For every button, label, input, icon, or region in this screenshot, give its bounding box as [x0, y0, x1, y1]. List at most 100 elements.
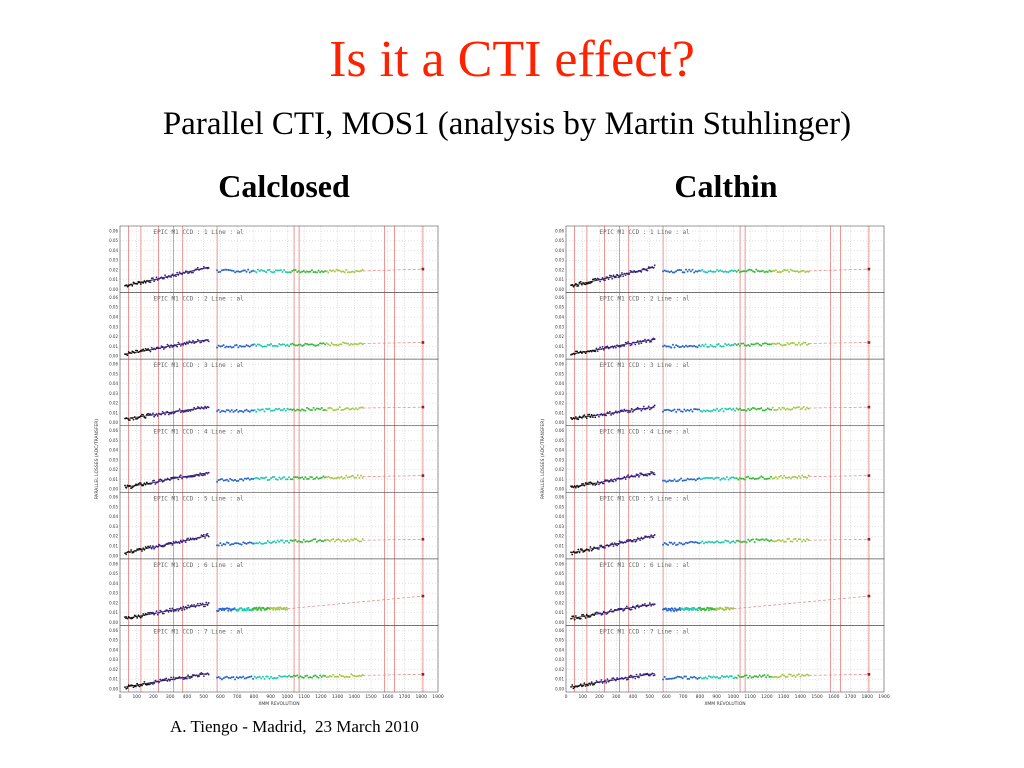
data-point — [624, 274, 627, 276]
data-point — [155, 276, 158, 279]
data-point — [704, 676, 707, 679]
data-point — [755, 675, 758, 678]
data-point — [687, 607, 690, 610]
data-point — [154, 679, 157, 682]
data-point — [315, 540, 318, 543]
data-point — [578, 684, 581, 687]
data-point — [204, 605, 206, 608]
data-point — [276, 676, 279, 679]
data-point — [748, 268, 751, 271]
data-point — [250, 344, 253, 347]
data-point — [137, 614, 140, 617]
data-point — [273, 344, 276, 347]
data-point — [634, 677, 637, 680]
data-point — [734, 409, 737, 412]
data-point — [730, 269, 733, 272]
data-point — [678, 606, 681, 609]
data-point — [327, 407, 330, 410]
data-point — [325, 476, 328, 479]
data-point — [217, 544, 220, 547]
data-point — [638, 537, 640, 540]
data-point — [273, 271, 276, 274]
data-point — [761, 409, 764, 412]
data-point — [581, 417, 583, 419]
data-point — [205, 601, 208, 604]
end-marker — [867, 341, 871, 344]
data-point — [725, 539, 728, 542]
data-point — [278, 540, 281, 543]
data-point — [266, 269, 269, 272]
data-point — [696, 408, 699, 411]
data-point — [653, 264, 656, 267]
data-point — [338, 269, 341, 272]
data-point — [702, 270, 705, 273]
data-point — [742, 675, 745, 678]
data-point — [574, 282, 577, 285]
data-point — [666, 345, 669, 348]
panel-ccd-1: 0.000.010.020.030.040.050.06 EPIC M1 CCD … — [109, 225, 439, 293]
data-point — [797, 538, 800, 541]
x-tick-label: 1000 — [728, 694, 740, 700]
panel-ccd-2: 0.000.010.020.030.040.050.06 EPIC M1 CCD … — [555, 292, 885, 360]
data-point — [642, 537, 645, 540]
data-point — [168, 607, 171, 610]
data-point — [330, 342, 333, 345]
data-point — [717, 541, 720, 544]
data-point — [804, 540, 807, 543]
data-point — [796, 539, 799, 542]
data-point — [740, 477, 743, 480]
data-point — [351, 343, 354, 346]
data-point — [720, 407, 723, 410]
data-point — [274, 478, 277, 481]
data-point — [745, 674, 748, 677]
data-point — [301, 541, 304, 544]
data-point — [206, 604, 209, 606]
data-point — [153, 479, 156, 482]
data-point — [161, 410, 164, 413]
data-point — [750, 407, 753, 410]
data-point — [320, 476, 323, 479]
data-point — [763, 539, 766, 542]
data-point — [243, 269, 246, 272]
data-point — [702, 477, 705, 480]
data-point — [193, 406, 196, 409]
data-point — [747, 676, 750, 679]
data-point — [740, 342, 743, 345]
data-point — [312, 675, 315, 678]
data-point — [279, 477, 282, 480]
x-tick-label: 1400 — [795, 694, 807, 700]
data-point — [605, 681, 608, 684]
y-tick-label: 0.06 — [109, 362, 118, 367]
data-point — [237, 410, 240, 413]
data-point — [678, 346, 681, 349]
data-point — [266, 675, 269, 678]
data-point — [770, 475, 773, 478]
data-point — [743, 270, 746, 273]
data-point — [310, 476, 313, 479]
y-tick-label: 0.02 — [109, 534, 118, 539]
data-point — [297, 540, 300, 543]
data-point — [689, 344, 692, 347]
data-point — [720, 345, 723, 348]
data-point — [714, 541, 717, 544]
data-point — [252, 477, 255, 480]
data-point — [783, 674, 786, 677]
data-point — [360, 674, 363, 677]
data-point — [152, 412, 154, 415]
data-point — [178, 676, 181, 678]
data-point — [799, 270, 802, 273]
data-point — [760, 538, 763, 541]
data-point — [190, 538, 193, 541]
data-point — [224, 543, 227, 546]
data-point — [187, 604, 189, 607]
data-point — [725, 270, 728, 273]
extrapolation-line — [808, 475, 869, 477]
extrapolation-line — [362, 475, 423, 477]
data-point — [773, 269, 776, 272]
x-tick-label: 1800 — [416, 694, 428, 700]
data-point — [735, 407, 738, 410]
data-point — [204, 537, 206, 539]
data-point — [663, 479, 666, 482]
data-point — [139, 548, 142, 550]
data-point — [153, 547, 156, 550]
